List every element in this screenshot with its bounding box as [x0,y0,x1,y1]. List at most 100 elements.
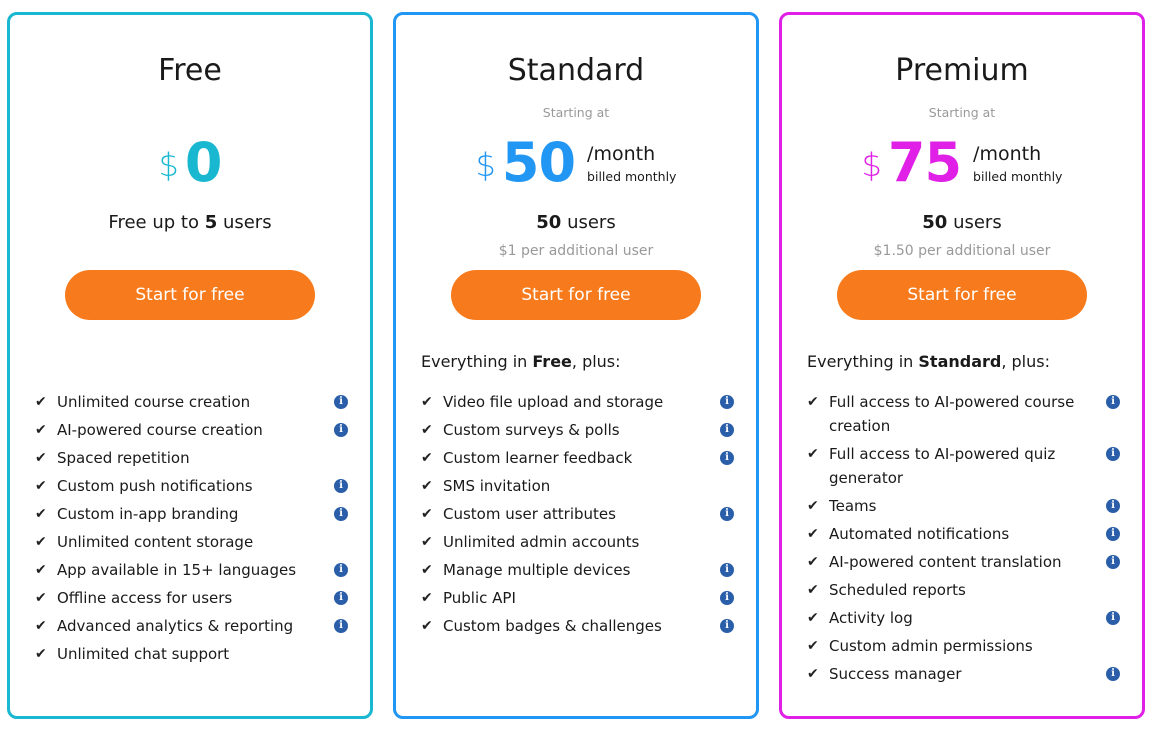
price-amount: 50 [501,131,576,194]
plan-card-standard: Standard Starting at $ 50/month billed mon… [393,12,759,719]
feature-text: Offline access for users [57,589,233,607]
feature-text: Custom in-app branding [57,505,239,523]
feature-text: Teams [829,497,877,515]
info-icon[interactable]: i [1106,395,1120,409]
plan-title: Standard [507,53,645,88]
info-icon[interactable]: i [1106,447,1120,461]
feature-text: Automated notifications [829,525,1010,543]
info-icon[interactable]: i [334,563,348,577]
check-icon: ✔ [35,394,47,410]
feature-item: ✔ Custom badges & challenges i [421,612,734,640]
feature-item: ✔ Unlimited course creation i [35,388,348,416]
starting-at-label: Starting at [542,105,610,120]
feature-item: ✔ Custom user attributes i [421,500,734,528]
users-suffix: users [217,212,272,233]
feature-text: Advanced analytics & reporting [57,617,294,635]
feature-item: ✔ Unlimited admin accounts [421,528,734,556]
check-icon: ✔ [421,450,433,466]
feature-text: Custom admin permissions [829,637,1033,655]
users-count: 50 [536,212,562,233]
feature-text: Full access to AI-powered quiz generator [829,445,1056,487]
intro-plan: Free [532,352,572,371]
info-icon[interactable]: i [720,451,734,465]
feature-text: AI-powered course creation [57,421,263,439]
billing-label: billed monthly [587,168,677,184]
feature-text: Custom surveys & polls [443,421,620,439]
intro-suffix: , plus: [571,352,621,371]
feature-item: ✔ Custom learner feedback i [421,444,734,472]
feature-item: ✔ Full access to AI-powered course creati… [807,388,1120,440]
intro-prefix: Everything in [807,352,919,371]
features-intro: Everything in Free, plus: [421,352,621,371]
check-icon: ✔ [35,590,47,606]
feature-item: ✔ Custom admin permissions [807,632,1120,660]
info-icon[interactable]: i [720,395,734,409]
check-icon: ✔ [35,422,47,438]
info-icon[interactable]: i [1106,527,1120,541]
info-icon[interactable]: i [720,619,734,633]
feature-item: ✔ Full access to AI-powered quiz generato… [807,440,1120,492]
check-icon: ✔ [807,394,819,410]
info-icon[interactable]: i [1106,555,1120,569]
start-for-free-button[interactable]: Start for free [65,270,315,320]
start-for-free-button[interactable]: Start for free [837,270,1087,320]
intro-plan: Standard [918,352,1002,371]
info-icon[interactable]: i [1106,499,1120,513]
info-icon[interactable]: i [334,619,348,633]
check-icon: ✔ [421,562,433,578]
info-icon[interactable]: i [334,423,348,437]
feature-text: Scheduled reports [829,581,966,599]
feature-item: ✔ Public API i [421,584,734,612]
feature-item: ✔ Custom surveys & polls i [421,416,734,444]
check-icon: ✔ [421,618,433,634]
users-count: 5 [204,212,218,233]
users-label: Free up to 5 users [10,212,370,233]
currency-symbol: $ [475,146,496,184]
info-icon[interactable]: i [720,563,734,577]
users-suffix: users [561,212,616,233]
feature-item: ✔ Automated notifications i [807,520,1120,548]
feature-item: ✔ SMS invitation [421,472,734,500]
check-icon: ✔ [35,450,47,466]
feature-item: ✔ Custom in-app branding i [35,500,348,528]
info-icon[interactable]: i [1106,611,1120,625]
info-icon[interactable]: i [334,395,348,409]
info-icon[interactable]: i [334,507,348,521]
users-prefix: Free up to [108,212,205,233]
users-suffix: users [947,212,1002,233]
plan-title: Free [158,53,222,88]
intro-prefix: Everything in [421,352,533,371]
plan-card-premium: Premium Starting at $ 75/month billed mont… [779,12,1145,719]
feature-text: App available in 15+ languages [57,561,297,579]
check-icon: ✔ [807,446,819,462]
feature-text: SMS invitation [443,477,551,495]
users-label: 50 users [396,212,756,233]
info-icon[interactable]: i [720,507,734,521]
feature-item: ✔ Manage multiple devices i [421,556,734,584]
check-icon: ✔ [807,666,819,682]
feature-text: Activity log [829,609,913,627]
feature-text: Success manager [829,665,962,683]
check-icon: ✔ [35,618,47,634]
check-icon: ✔ [807,554,819,570]
price: $ 50/month billed monthly [396,133,756,193]
check-icon: ✔ [807,610,819,626]
feature-text: Unlimited chat support [57,645,230,663]
info-icon[interactable]: i [334,479,348,493]
info-icon[interactable]: i [1106,667,1120,681]
info-icon[interactable]: i [720,423,734,437]
check-icon: ✔ [35,562,47,578]
feature-item: ✔ Custom push notifications i [35,472,348,500]
check-icon: ✔ [421,394,433,410]
info-icon[interactable]: i [334,591,348,605]
check-icon: ✔ [421,422,433,438]
feature-item: ✔ Scheduled reports [807,576,1120,604]
feature-text: Unlimited content storage [57,533,254,551]
billing-label: billed monthly [973,168,1063,184]
feature-item: ✔ Activity log i [807,604,1120,632]
billing-period: /month billed monthly [587,143,676,184]
start-for-free-button[interactable]: Start for free [451,270,701,320]
check-icon: ✔ [35,478,47,494]
feature-text: Public API [443,589,516,607]
info-icon[interactable]: i [720,591,734,605]
